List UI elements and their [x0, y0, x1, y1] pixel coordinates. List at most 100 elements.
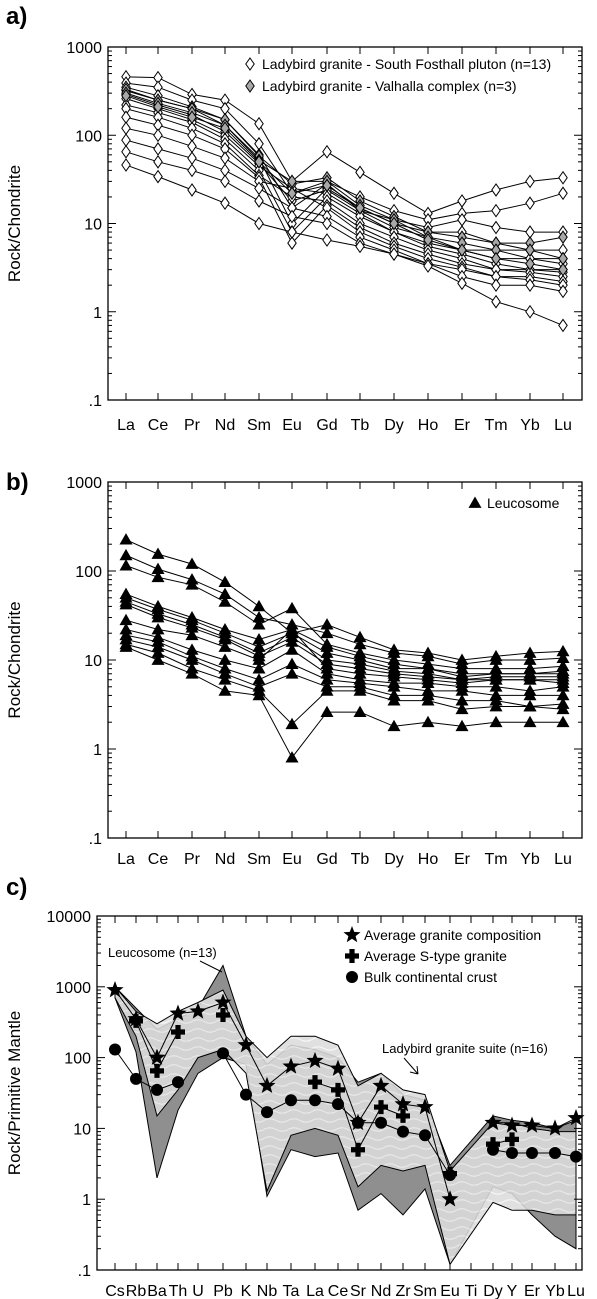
data-point	[353, 705, 367, 717]
data-point	[320, 626, 334, 639]
x-tick-label: Tm	[484, 851, 507, 868]
x-tick-label: Sr	[350, 1283, 367, 1299]
data-point	[491, 220, 501, 235]
data-point	[525, 278, 535, 293]
x-tick-label: Rb	[126, 1283, 147, 1299]
data-point	[387, 694, 401, 706]
series-b-4	[119, 591, 570, 682]
x-tick-label: Nd	[371, 1283, 391, 1299]
data-point	[322, 178, 332, 193]
data-point	[254, 116, 264, 131]
series-line	[125, 108, 564, 273]
data-point	[285, 751, 299, 763]
data-point	[153, 154, 163, 169]
data-point	[389, 216, 399, 231]
annotation-leader	[199, 960, 223, 973]
data-point	[491, 278, 501, 293]
data-point	[252, 662, 266, 674]
data-point	[525, 256, 535, 271]
data-point	[171, 1024, 185, 1039]
x-tick-label: Sm	[247, 851, 271, 868]
data-point	[491, 251, 501, 266]
data-point	[287, 209, 297, 224]
data-point	[285, 657, 299, 669]
data-point	[185, 653, 199, 665]
data-point	[526, 1146, 538, 1159]
data-point	[556, 715, 570, 728]
x-tick-label: Lu	[567, 1283, 585, 1299]
data-point	[254, 154, 264, 169]
data-point	[308, 1075, 322, 1090]
envelope-ladybird-granite-suite	[114, 985, 577, 1266]
data-point	[355, 165, 365, 180]
data-point	[119, 598, 133, 610]
x-tick-label: Pr	[184, 417, 201, 434]
data-point	[109, 1043, 121, 1056]
panel-a: a) Rock/Chondrite 1000 100 10 1 .1 La Ce Pr Nd Sm Eu…	[5, 3, 583, 434]
data-point	[489, 653, 503, 665]
legend-label: Ladybird granite - Valhalla complex (n=3…	[262, 78, 517, 94]
data-point	[185, 628, 199, 641]
series-a-15	[121, 88, 568, 277]
y-tick-label: 100	[75, 564, 102, 581]
series-line	[125, 92, 564, 260]
x-tick-label: Lu	[554, 417, 572, 434]
data-point	[387, 680, 401, 692]
data-point	[218, 684, 232, 696]
x-tick-label: Dy	[483, 1283, 503, 1299]
series-line	[125, 554, 564, 665]
data-point	[309, 1094, 321, 1107]
x-tick-label: Pr	[184, 851, 201, 868]
data-point	[218, 587, 232, 599]
data-point	[254, 216, 264, 231]
data-point	[185, 643, 199, 655]
data-point	[489, 715, 503, 728]
panel-label-a: a)	[6, 3, 27, 30]
y-tick-label: 100	[64, 1051, 91, 1068]
data-point	[285, 667, 299, 679]
data-point	[119, 559, 133, 571]
data-point	[322, 144, 332, 159]
legend-marker	[245, 57, 255, 71]
series-line	[125, 139, 564, 286]
legend-marker	[468, 496, 482, 508]
data-point	[372, 1076, 390, 1094]
data-point	[320, 705, 334, 717]
data-point	[129, 1013, 143, 1028]
data-point	[252, 599, 266, 612]
data-point	[423, 233, 433, 247]
data-point	[505, 1132, 519, 1147]
data-point	[320, 640, 334, 652]
annotation-leucosome: Leucosome (n=13)	[108, 945, 217, 960]
series-line	[125, 565, 564, 670]
x-tick-label: Yb	[520, 851, 540, 868]
x-tick-label: Cs	[105, 1283, 125, 1299]
data-point	[523, 673, 537, 685]
data-point	[397, 1125, 409, 1138]
data-point	[119, 548, 133, 561]
data-point	[355, 239, 365, 254]
data-point	[240, 1088, 252, 1101]
series-b-12	[119, 640, 570, 763]
data-point	[151, 1083, 163, 1096]
data-point	[457, 276, 467, 291]
x-tick-label: Yb	[545, 1283, 565, 1299]
y-axis-title-b: Rock/Chondrite	[5, 601, 24, 718]
data-point	[148, 1048, 166, 1065]
data-point	[252, 653, 266, 665]
data-point	[218, 673, 232, 685]
data-point	[320, 667, 334, 679]
data-point	[389, 247, 399, 261]
series-c-2	[109, 1043, 582, 1181]
legend-b: Leucosome	[468, 495, 560, 511]
legend-marker	[346, 971, 358, 983]
data-point	[353, 667, 367, 679]
data-point	[387, 670, 401, 682]
x-tick-label: Ho	[418, 417, 439, 434]
data-point	[523, 688, 537, 701]
x-tick-label: Sm	[413, 1283, 437, 1299]
data-point	[252, 611, 266, 623]
data-point	[320, 673, 334, 685]
series-a-14	[121, 86, 568, 266]
data-point	[556, 644, 570, 657]
